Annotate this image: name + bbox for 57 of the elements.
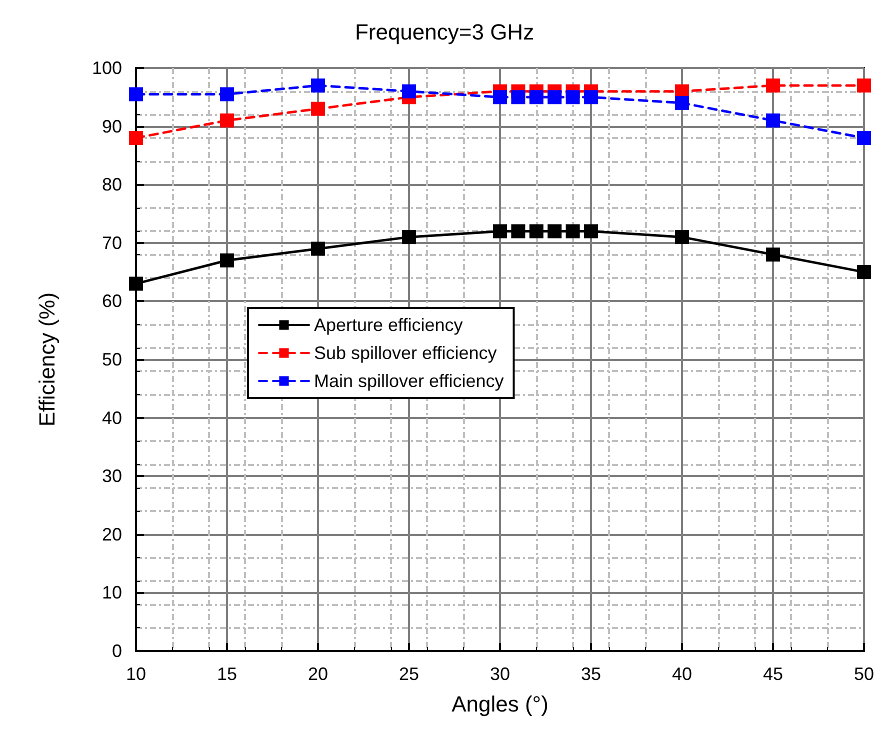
y-tick-label: 100 xyxy=(92,58,122,78)
point xyxy=(529,90,544,104)
point xyxy=(566,224,580,238)
point xyxy=(493,224,507,238)
point xyxy=(511,224,526,238)
y-tick-label: 10 xyxy=(102,582,122,603)
point xyxy=(584,90,598,104)
point xyxy=(129,130,143,145)
y-tick-label: 70 xyxy=(102,232,122,253)
point xyxy=(220,87,234,102)
x-tick-label: 40 xyxy=(672,664,692,684)
x-tick-label: 20 xyxy=(308,664,328,684)
point xyxy=(129,87,143,102)
chart-title: Frequency=3 GHz xyxy=(354,20,534,44)
point xyxy=(129,276,143,291)
x-tick-label: 25 xyxy=(398,664,420,684)
x-tick-label: 45 xyxy=(762,664,784,684)
y-tick-label: 20 xyxy=(102,524,122,544)
point xyxy=(584,224,598,238)
point xyxy=(311,78,325,92)
point xyxy=(529,224,544,238)
y-tick-label: 0 xyxy=(112,641,122,661)
point xyxy=(220,253,234,268)
y-tick-label: 50 xyxy=(102,350,122,370)
point xyxy=(766,78,780,92)
y-tick-label: 40 xyxy=(102,408,122,428)
y-tick-label: 80 xyxy=(102,174,122,195)
point xyxy=(220,113,234,128)
y-tick-label: 60 xyxy=(102,291,122,312)
legend-label: Aperture efficiency xyxy=(314,315,463,335)
legend-label: Sub spillover efficiency xyxy=(314,343,497,363)
legend-label: Main spillover efficiency xyxy=(314,371,504,391)
point xyxy=(675,230,689,244)
point xyxy=(766,248,780,262)
point xyxy=(857,78,871,92)
x-tick-label: 35 xyxy=(580,664,602,684)
point xyxy=(311,102,325,116)
point xyxy=(766,113,780,128)
x-tick-label: 30 xyxy=(490,664,510,684)
x-axis-title: Angles (°) xyxy=(452,692,548,716)
point xyxy=(857,130,871,145)
y-tick-label: 90 xyxy=(102,116,122,136)
x-tick-label: 15 xyxy=(216,664,238,684)
point xyxy=(548,90,562,104)
point xyxy=(402,230,416,244)
point xyxy=(548,224,562,238)
point xyxy=(511,90,526,104)
x-tick-label: 10 xyxy=(126,664,146,684)
point xyxy=(402,84,416,98)
point xyxy=(493,90,507,104)
point xyxy=(311,242,325,256)
y-tick-label: 30 xyxy=(102,466,122,486)
point xyxy=(857,265,871,280)
y-axis-title: Efficiency (%) xyxy=(34,292,60,427)
x-tick-label: 50 xyxy=(854,664,874,684)
point xyxy=(566,90,580,104)
point xyxy=(675,96,689,110)
